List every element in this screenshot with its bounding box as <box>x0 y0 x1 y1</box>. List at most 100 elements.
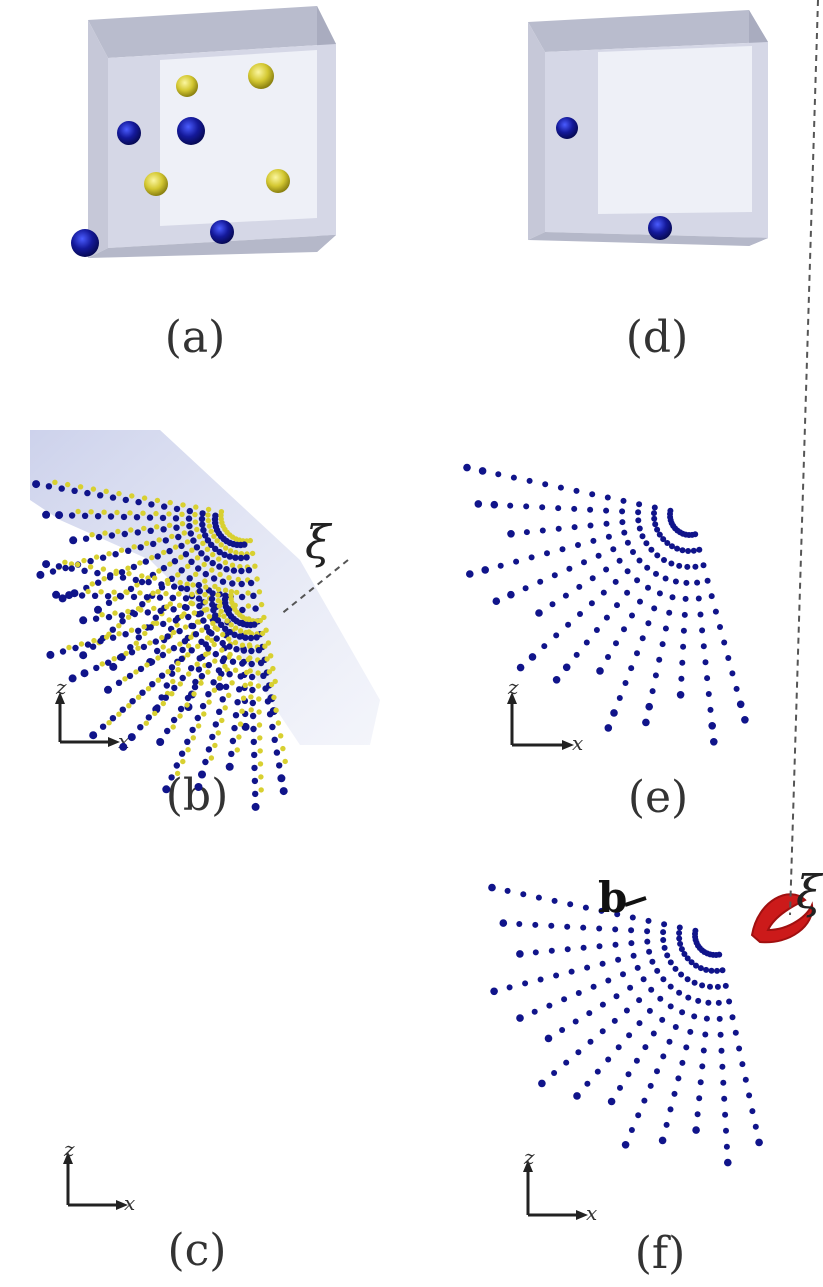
atom-dot <box>94 569 101 577</box>
atom-dot <box>52 479 58 485</box>
atom-dot <box>240 695 247 701</box>
atom-dot <box>89 731 98 740</box>
atom-dot <box>256 696 262 702</box>
atom-dot <box>213 635 220 642</box>
atom-dot <box>146 514 154 521</box>
atom-dot <box>678 675 685 682</box>
atom-dot <box>604 724 613 732</box>
atom-dot <box>691 1013 698 1020</box>
atom-dot <box>163 682 170 689</box>
atom-dot <box>586 1010 593 1017</box>
atom-dot <box>233 625 239 631</box>
atom-dot <box>685 548 692 554</box>
atom-yellow <box>248 63 274 89</box>
atom-dot <box>178 567 185 574</box>
atom-dot <box>544 1034 553 1043</box>
atom-dot <box>91 592 99 599</box>
burgers-vector-arrow <box>624 896 647 907</box>
atom-dot <box>208 541 215 548</box>
box-3d-a <box>88 6 336 258</box>
atom-dot <box>234 589 240 596</box>
atom-dot <box>564 946 571 953</box>
atom-dot <box>266 711 274 718</box>
atom-dot <box>188 558 195 565</box>
panel-c: ξ z x (c) <box>42 515 349 1276</box>
atom-dot <box>752 1123 759 1130</box>
atom-dot <box>122 631 129 638</box>
atom-dot <box>220 631 226 638</box>
atom-dot <box>700 643 707 650</box>
atom-dot <box>516 663 525 672</box>
atom-dot <box>84 489 91 497</box>
atom-dot <box>526 477 533 484</box>
atom-dot <box>613 640 619 647</box>
atom-dot <box>215 597 221 604</box>
atom-dot <box>216 675 223 681</box>
atom-dot <box>118 547 125 553</box>
atom-dot <box>672 1024 679 1030</box>
atom-dot <box>179 674 186 682</box>
atom-dot <box>127 733 136 742</box>
atom-dot <box>203 555 210 562</box>
atom-dot <box>676 691 685 699</box>
atom-dot <box>221 613 227 619</box>
atom-dot <box>721 1095 728 1102</box>
atom-dot <box>139 601 146 608</box>
atom-dot <box>160 620 167 628</box>
atom-dot <box>621 626 627 633</box>
atom-dot <box>235 576 241 583</box>
atom-dot <box>621 1141 630 1149</box>
atom-dot <box>156 738 165 746</box>
atom-dot <box>199 521 206 528</box>
atom-dot <box>668 560 675 567</box>
atom-dot <box>717 1031 724 1038</box>
atom-dot <box>202 570 209 578</box>
atom-dot <box>637 598 643 605</box>
atom-dot <box>700 1047 707 1054</box>
atom-dot <box>205 517 211 524</box>
atom-dot <box>575 542 581 548</box>
atom-dot <box>116 490 122 497</box>
atom-dot <box>749 1108 756 1115</box>
atom-dot <box>263 627 269 633</box>
atom-dot <box>217 571 223 578</box>
atom-dot <box>93 554 100 560</box>
atom-dot <box>729 670 736 677</box>
atom-dot <box>474 500 483 508</box>
panel-e: z x (e) <box>463 463 749 823</box>
atom-dot <box>204 606 210 613</box>
atom-dot <box>183 604 190 611</box>
atom-dot <box>198 515 206 523</box>
atom-dot <box>548 947 555 954</box>
atom-dot <box>181 638 189 645</box>
atom-dot <box>218 542 224 548</box>
atom-dot <box>553 632 560 639</box>
atom-dot <box>721 639 728 646</box>
atom-dot <box>635 1112 642 1119</box>
atom-dot <box>216 548 223 556</box>
atom-dot <box>255 670 261 676</box>
atom-dot <box>715 999 722 1006</box>
atom-dot <box>248 707 254 713</box>
atom-dot <box>643 540 650 547</box>
atom-dot <box>237 628 244 634</box>
atom-dot <box>180 502 186 508</box>
atom-dot <box>133 669 139 675</box>
atom-dot <box>551 897 558 904</box>
atom-dot <box>112 610 118 616</box>
atom-dot <box>122 676 128 682</box>
atom-dot <box>269 723 276 731</box>
atom-dot <box>203 624 211 631</box>
atom-dot <box>171 583 178 590</box>
atom-dot <box>257 735 263 741</box>
atom-dot <box>682 595 689 602</box>
atom-dot <box>571 505 578 512</box>
atom-dot <box>604 494 611 501</box>
atom-dot <box>513 558 520 565</box>
atom-dot <box>681 611 688 618</box>
atom-dot <box>732 1029 739 1036</box>
atom-dot <box>36 570 45 579</box>
atom-dot <box>708 967 715 974</box>
atom-dot <box>137 724 144 731</box>
atom-dot <box>177 705 185 713</box>
